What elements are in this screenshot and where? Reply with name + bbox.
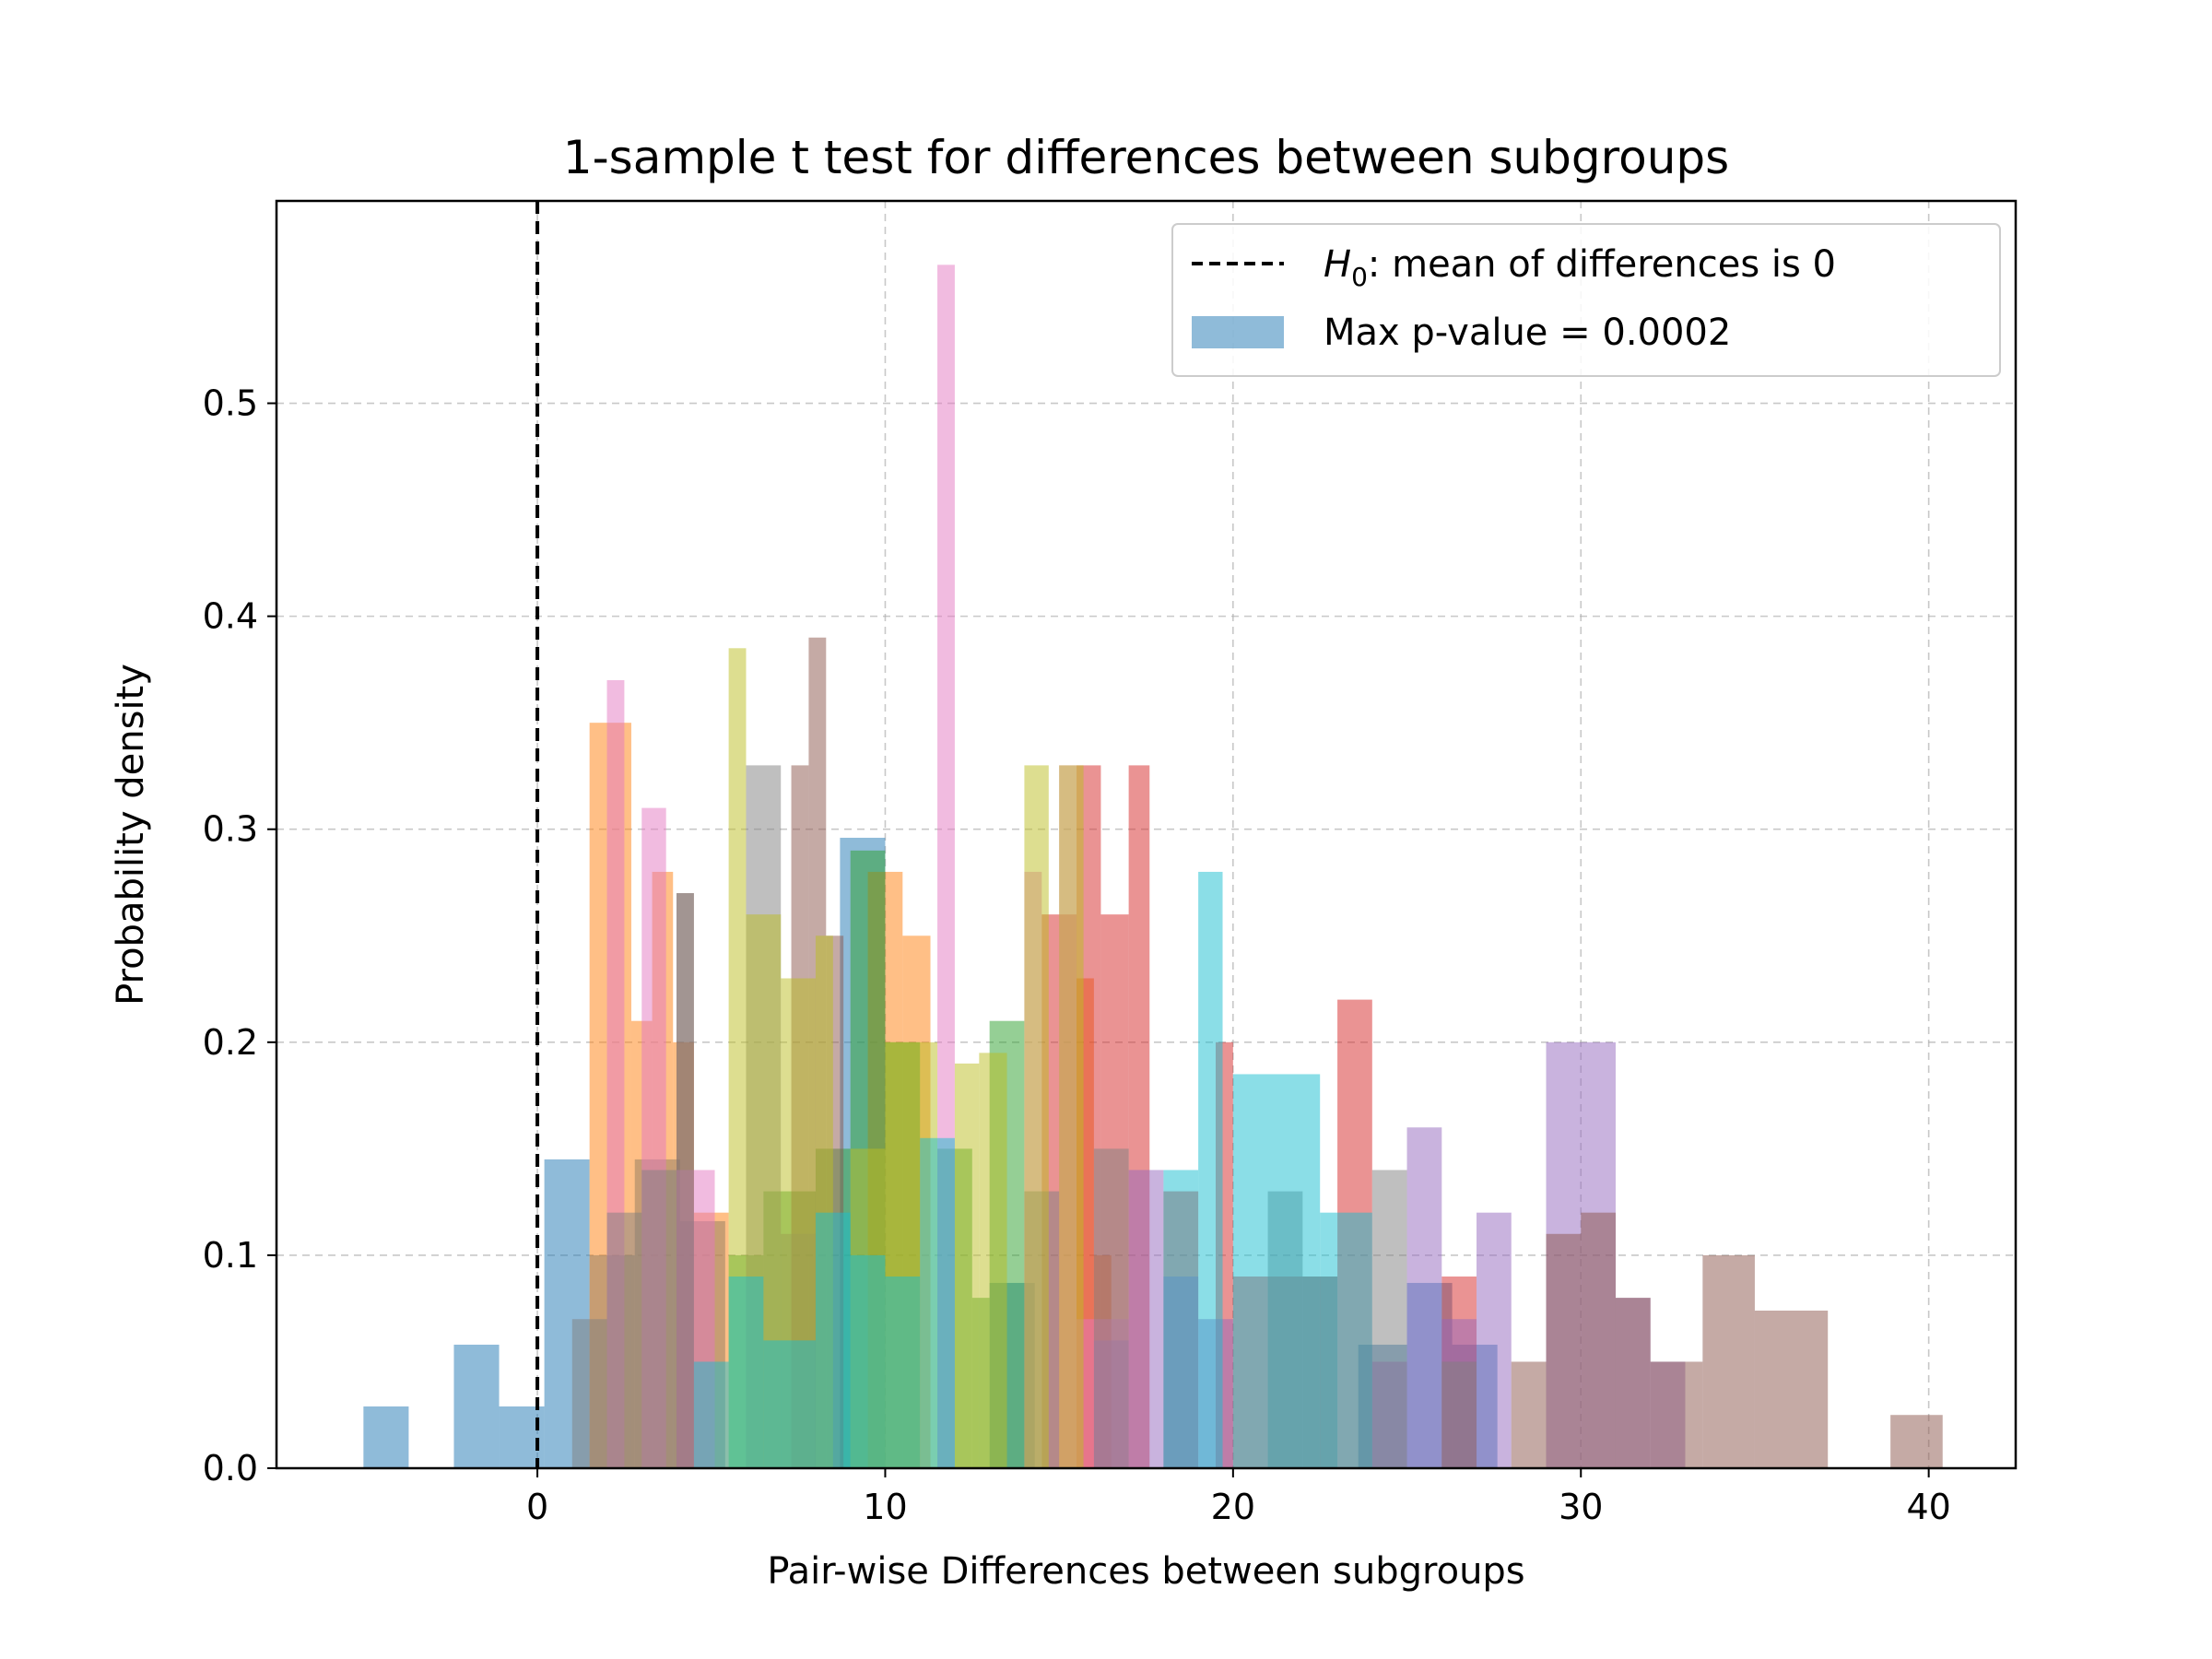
legend-h0-text: : mean of differences is 0 <box>1368 243 1836 286</box>
x-axis-ticks: 0 10 20 30 40 <box>526 1468 1951 1527</box>
histogram-bars <box>363 265 1943 1468</box>
chart-title: 1-sample t test for differences between … <box>563 131 1729 184</box>
legend-label-pvalue: Max p-value = 0.0002 <box>1324 312 1731 354</box>
histogram-bar <box>1198 871 1223 1468</box>
x-axis-label: Pair-wise Differences between subgroups <box>767 1550 1524 1593</box>
histogram-bar <box>728 1277 764 1468</box>
histogram-bar <box>763 1340 816 1468</box>
legend-h-subscript: 0 <box>1351 262 1368 292</box>
histogram-bar <box>1581 1212 1616 1468</box>
histogram-bar <box>979 1053 1007 1468</box>
histogram-bar <box>1702 1254 1755 1468</box>
x-tick-label: 40 <box>1906 1487 1950 1527</box>
histogram-series-10 <box>693 871 1372 1468</box>
y-tick-label: 0.1 <box>203 1235 258 1276</box>
histogram-bar <box>1441 1361 1477 1468</box>
histogram-bar <box>1128 1170 1164 1468</box>
x-tick-label: 30 <box>1559 1487 1603 1527</box>
histogram-bar <box>693 1361 729 1468</box>
y-tick-label: 0.0 <box>203 1448 258 1488</box>
y-tick-label: 0.4 <box>203 596 258 637</box>
histogram-bar <box>1093 1148 1129 1468</box>
histogram-bar <box>453 1344 500 1468</box>
histogram-bar <box>641 1170 677 1468</box>
legend-blue-patch-swatch <box>1192 316 1284 348</box>
legend-box <box>1171 223 2001 377</box>
histogram-bar <box>1163 1170 1199 1468</box>
legend-label-h0: H0: mean of differences is 0 <box>1324 243 1836 292</box>
legend: H0: mean of differences is 0 Max p-value… <box>1171 223 2001 377</box>
histogram-bar <box>1371 1170 1407 1468</box>
histogram-bar <box>920 1137 955 1468</box>
histogram-bar <box>954 1063 980 1468</box>
x-tick-label: 20 <box>1211 1487 1255 1527</box>
histogram-bar <box>1650 1361 1703 1468</box>
histogram-bar <box>1615 1298 1651 1468</box>
histogram-bar <box>1890 1415 1943 1468</box>
histogram-bar <box>850 1254 886 1468</box>
histogram-bar <box>1232 1074 1321 1468</box>
histogram-bar <box>1320 1212 1372 1468</box>
histogram-bar <box>885 1277 921 1468</box>
histogram-bar <box>1477 1212 1512 1468</box>
histogram-bar <box>1059 765 1084 1468</box>
x-tick-label: 10 <box>863 1487 907 1527</box>
y-tick-label: 0.2 <box>203 1022 258 1063</box>
histogram-bar <box>1511 1361 1547 1468</box>
histogram-bar <box>1024 765 1049 1468</box>
y-tick-label: 0.3 <box>203 809 258 850</box>
x-tick-label: 0 <box>526 1487 548 1527</box>
histogram-bar <box>1406 1127 1442 1468</box>
histogram-bar <box>815 1212 851 1468</box>
histogram-bar <box>571 1319 607 1468</box>
histogram-bar <box>728 648 747 1468</box>
legend-h-symbol: H <box>1324 243 1351 286</box>
histogram-bar <box>499 1406 545 1468</box>
histogram-bar <box>363 1406 409 1468</box>
histogram-bar <box>1754 1310 1829 1468</box>
y-axis-ticks: 0.0 0.1 0.2 0.3 0.4 0.5 <box>203 383 276 1488</box>
histogram-bar <box>606 1212 642 1468</box>
histogram-bar <box>1546 1233 1582 1468</box>
histogram-bar <box>677 893 694 1468</box>
y-axis-label: Probability density <box>110 664 152 1006</box>
y-tick-label: 0.5 <box>203 383 258 424</box>
plot-area-frame <box>275 199 2018 1470</box>
